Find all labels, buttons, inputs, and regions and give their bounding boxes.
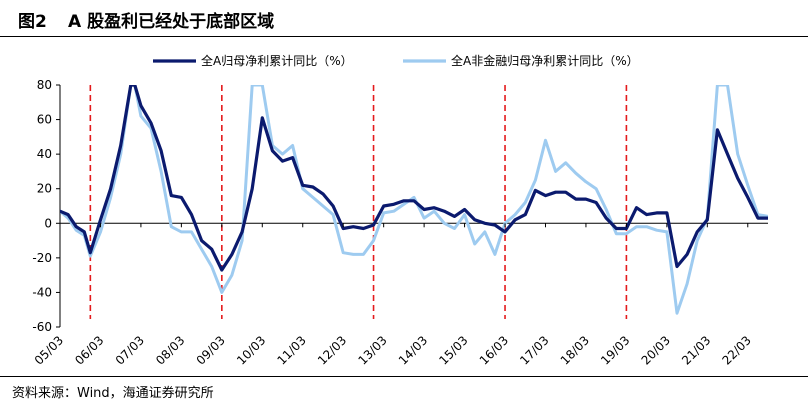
y-tick-label: 20: [37, 182, 52, 196]
source-note: 资料来源：Wind，海通证券研究所: [12, 386, 214, 401]
x-tick-label: 21/03: [679, 333, 713, 367]
x-tick-label: 18/03: [558, 333, 592, 367]
y-tick-label: -40: [32, 285, 52, 299]
axes: [59, 85, 768, 327]
y-axis-ticks: 80 60 40 20 0 -20 -40 -60: [32, 78, 60, 334]
series-lines: [60, 85, 768, 315]
figure-number: 图2: [18, 12, 47, 32]
y-tick-label: 60: [37, 113, 52, 127]
legend-item-non-financial-label: 全A非金融归母净利累计同比（%）: [451, 53, 639, 68]
x-tick-label: 08/03: [153, 333, 187, 367]
y-tick-label: -20: [32, 251, 52, 265]
x-tick-label: 20/03: [639, 333, 673, 367]
legend: 全A归母净利累计同比（%） 全A非金融归母净利累计同比（%）: [153, 53, 639, 68]
figure-title: A 股盈利已经处于底部区域: [68, 12, 275, 32]
bottom-rule: [0, 376, 808, 377]
x-tick-label: 12/03: [315, 333, 349, 367]
legend-item-all-a-label: 全A归母净利累计同比（%）: [201, 53, 353, 68]
x-tick-label: 09/03: [194, 333, 228, 367]
x-tick-label: 13/03: [355, 333, 389, 367]
x-tick-label: 06/03: [72, 333, 106, 367]
profit-growth-line-chart: 全A归母净利累计同比（%） 全A非金融归母净利累计同比（%） 80 60 40 20 0 -…: [32, 53, 768, 368]
series-line-non-financial: [60, 85, 768, 315]
x-tick-label: 19/03: [598, 333, 632, 367]
x-tick-label: 14/03: [396, 333, 430, 367]
x-tick-label: 16/03: [477, 333, 511, 367]
x-tick-label: 11/03: [275, 333, 309, 367]
series-line-all-a: [60, 85, 768, 272]
y-tick-label: 40: [37, 147, 52, 161]
x-tick-label: 05/03: [32, 333, 66, 367]
x-tick-label: 10/03: [234, 333, 268, 367]
x-tick-label: 07/03: [113, 333, 147, 367]
reference-lines: [89, 85, 628, 319]
y-tick-label: 0: [44, 216, 52, 230]
x-tick-label: 17/03: [517, 333, 551, 367]
figure-title-bar: 图2 A 股盈利已经处于底部区域: [0, 0, 808, 37]
y-tick-label: 80: [37, 78, 52, 92]
x-axis-ticks: 05/03 06/03 07/03 08/03 09/03 10/03 11/03 12/03…: [32, 223, 754, 368]
y-tick-label: -60: [32, 320, 52, 334]
x-tick-label: 15/03: [436, 333, 470, 367]
x-tick-label: 22/03: [720, 333, 754, 367]
